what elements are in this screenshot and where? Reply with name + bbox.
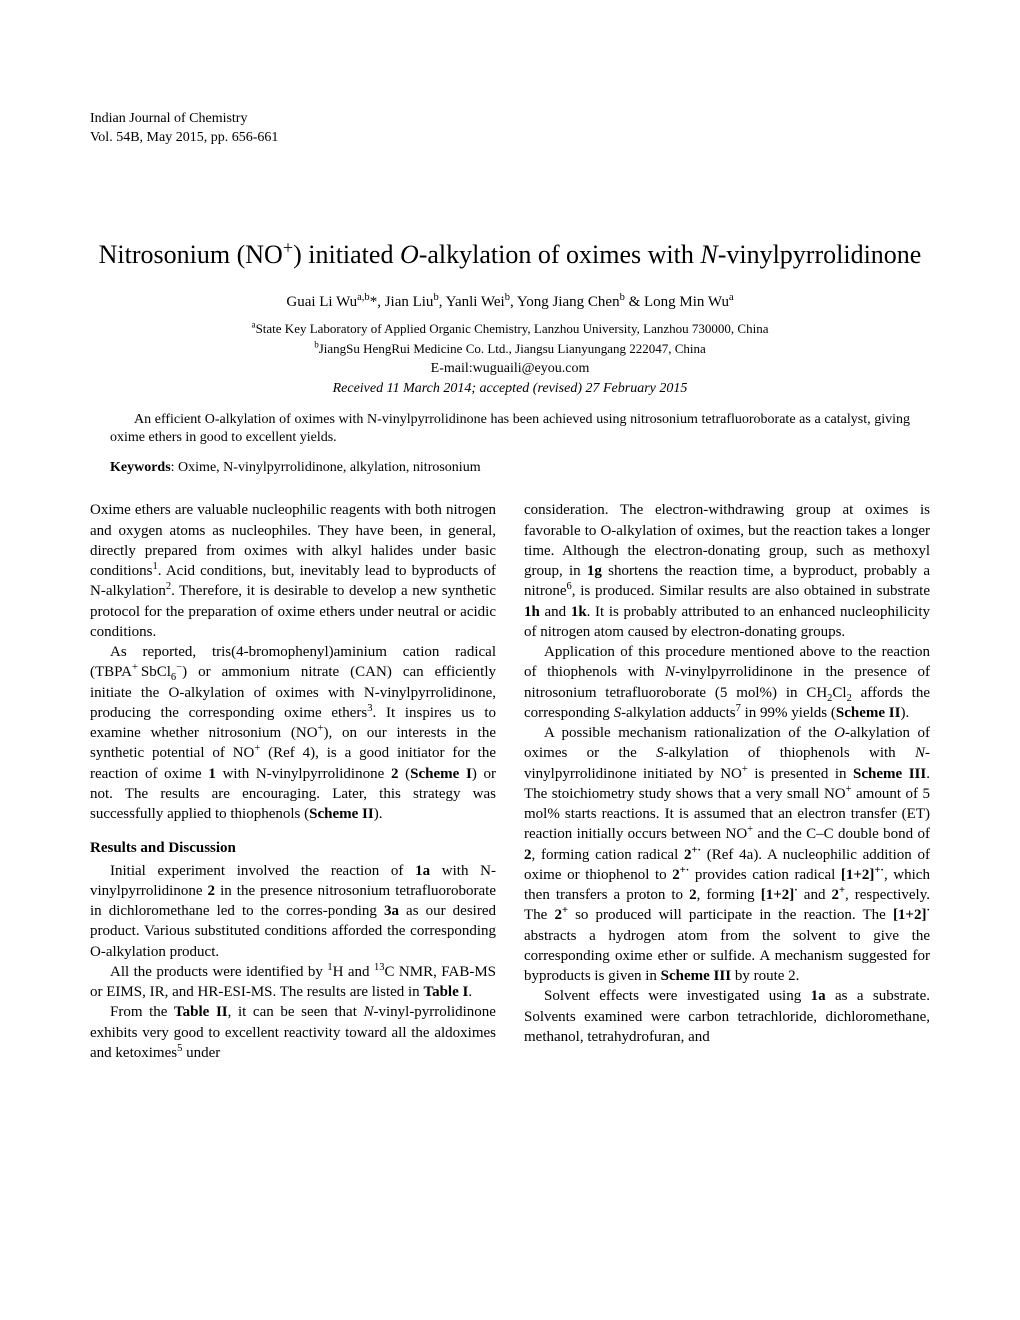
body-columns: Oxime ethers are valuable nucleophilic r… xyxy=(90,500,930,1063)
body-paragraph: A possible mechanism rationalization of … xyxy=(524,723,930,986)
body-paragraph: Oxime ethers are valuable nucleophilic r… xyxy=(90,500,496,642)
paper-title: Nitrosonium (NO+) initiated O-alkylation… xyxy=(90,238,930,272)
keywords-text: : Oxime, N-vinylpyrrolidinone, alkylatio… xyxy=(171,460,481,475)
keywords-label: Keywords xyxy=(110,460,171,475)
abstract: An efficient O-alkylation of oximes with… xyxy=(110,411,910,449)
body-paragraph: From the Table II, it can be seen that N… xyxy=(90,1002,496,1063)
body-paragraph: Solvent effects were investigated using … xyxy=(524,986,930,1047)
body-paragraph: Application of this procedure mentioned … xyxy=(524,642,930,723)
body-paragraph: As reported, tris(4-bromophenyl)aminium … xyxy=(90,642,496,824)
journal-name: Indian Journal of Chemistry xyxy=(90,110,930,129)
journal-issue: Vol. 54B, May 2015, pp. 656-661 xyxy=(90,129,930,148)
email: E-mail:wuguaili@eyou.com xyxy=(90,361,930,377)
body-paragraph: consideration. The electron-withdrawing … xyxy=(524,500,930,642)
right-column: consideration. The electron-withdrawing … xyxy=(524,500,930,1063)
affiliation-b: bJiangSu HengRui Medicine Co. Ltd., Jian… xyxy=(90,341,930,357)
received-date: Received 11 March 2014; accepted (revise… xyxy=(90,381,930,397)
authors: Guai Li Wua,b*, Jian Liub, Yanli Weib, Y… xyxy=(90,294,930,311)
journal-header: Indian Journal of Chemistry Vol. 54B, Ma… xyxy=(90,110,930,148)
body-paragraph: Initial experiment involved the reaction… xyxy=(90,861,496,962)
keywords: Keywords: Oxime, N-vinylpyrrolidinone, a… xyxy=(110,460,910,476)
left-column: Oxime ethers are valuable nucleophilic r… xyxy=(90,500,496,1063)
body-paragraph: All the products were identified by 1H a… xyxy=(90,962,496,1003)
section-heading: Results and Discussion xyxy=(90,838,496,858)
affiliation-a: aState Key Laboratory of Applied Organic… xyxy=(90,321,930,337)
